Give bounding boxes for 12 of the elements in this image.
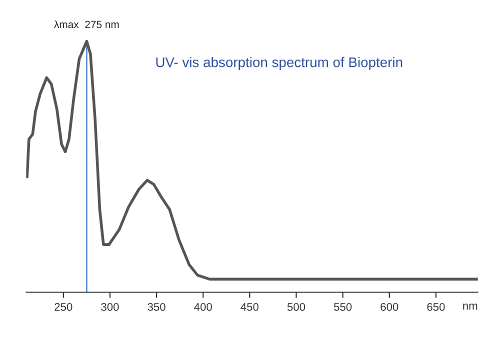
x-tick-label: 550 <box>334 302 352 311</box>
x-tick-label: 350 <box>148 302 166 311</box>
x-axis-title: nm <box>463 304 478 310</box>
annotation: λmax 275 nm <box>54 20 119 28</box>
x-tick-label: 500 <box>287 302 306 311</box>
x-tick-label: 650 <box>427 302 445 311</box>
x-tick-label: 300 <box>101 302 119 311</box>
x-tick-label: 250 <box>54 302 72 311</box>
x-tick-label: 600 <box>380 302 398 311</box>
x-tick-label: 450 <box>240 302 259 311</box>
text: UV- vis absorption spectrum of Biopterin <box>156 57 402 70</box>
x-tick-label: 400 <box>194 302 212 311</box>
